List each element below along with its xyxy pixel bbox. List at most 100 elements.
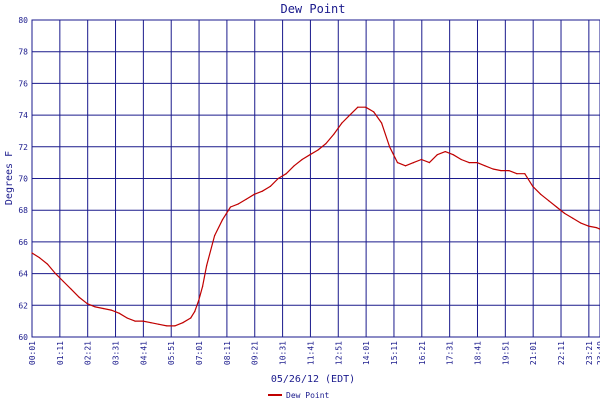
data-point-34 [285, 173, 287, 175]
x-tick-label-14: 16:21 [418, 341, 427, 365]
data-point-21 [194, 311, 196, 313]
data-point-33 [277, 177, 279, 180]
x-tick-label-17: 19:51 [501, 341, 510, 365]
data-point-22 [198, 299, 200, 302]
x-tick-label-19: 22:11 [557, 341, 566, 365]
y-tick-label-74: 74 [18, 111, 28, 120]
data-point-47 [389, 146, 391, 148]
data-point-3 [54, 273, 57, 275]
y-tick-label-62: 62 [18, 301, 28, 310]
data-point-66 [540, 193, 542, 195]
x-tick-label-11: 12:51 [334, 341, 343, 365]
data-point-55 [452, 154, 454, 156]
data-point-30 [253, 193, 255, 195]
data-point-25 [214, 235, 216, 237]
data-point-15 [150, 322, 152, 324]
y-tick-label-64: 64 [18, 270, 28, 279]
data-point-39 [325, 143, 327, 145]
x-tick-label-15: 17:31 [446, 341, 455, 365]
data-point-59 [484, 165, 486, 167]
data-point-54 [444, 151, 446, 153]
x-tick-label-20: 23:21 [585, 341, 594, 365]
data-point-23 [202, 285, 204, 287]
data-point-50 [412, 162, 415, 164]
data-point-70 [572, 217, 574, 219]
y-tick-labels: 60 62 64 66 68 70 72 74 76 78 80 [18, 16, 28, 342]
x-tick-labels: 00:01 01:11 02:21 03:31 04:41 05:51 07:01 08:11… [28, 341, 600, 365]
data-point-56 [460, 158, 462, 161]
data-point-2 [46, 263, 49, 265]
data-point-65 [532, 185, 534, 187]
data-point-28 [237, 203, 239, 205]
data-point-57 [468, 162, 470, 164]
y-tick-label-76: 76 [18, 79, 28, 88]
x-tick-label-18: 21:01 [529, 341, 538, 365]
data-point-72 [587, 225, 590, 227]
y-tick-label-70: 70 [18, 175, 28, 184]
data-point-24 [206, 265, 208, 267]
data-point-31 [261, 190, 263, 192]
data-point-8 [94, 306, 96, 308]
data-point-18 [174, 325, 176, 327]
series-layer [31, 106, 600, 327]
data-point-52 [428, 162, 430, 164]
x-tick-label-13: 15:11 [390, 341, 399, 365]
data-point-51 [420, 158, 422, 161]
x-tick-label-21: 23:49 [596, 341, 600, 365]
data-point-42 [349, 114, 351, 116]
data-point-48 [396, 162, 399, 164]
y-tick-label-78: 78 [18, 48, 28, 57]
data-point-41 [341, 122, 343, 124]
data-point-4 [62, 280, 64, 283]
x-tick-label-7: 08:11 [223, 341, 232, 365]
data-point-27 [229, 206, 232, 208]
y-tick-label-72: 72 [18, 143, 28, 152]
data-point-36 [301, 158, 303, 161]
data-point-13 [134, 320, 136, 322]
data-point-6 [78, 296, 80, 298]
data-point-64 [524, 173, 526, 175]
data-point-73 [595, 227, 598, 229]
y-tick-label-66: 66 [18, 238, 28, 247]
data-point-63 [516, 173, 518, 175]
data-point-37 [309, 154, 311, 156]
data-point-45 [373, 111, 375, 113]
data-point-58 [476, 162, 478, 164]
x-tick-label-1: 01:11 [56, 341, 65, 365]
x-tick-label-3: 03:31 [112, 341, 121, 365]
data-point-20 [190, 317, 192, 319]
chart-title: Dew Point [280, 2, 345, 16]
x-tick-label-8: 09:21 [251, 341, 260, 365]
data-point-69 [564, 212, 566, 214]
data-point-1 [39, 257, 41, 259]
data-point-17 [166, 325, 168, 327]
x-tick-label-5: 05:51 [167, 341, 176, 365]
y-tick-label-60: 60 [18, 333, 28, 342]
y-axis-label: Degrees F [4, 151, 15, 205]
x-tick-label-10: 11:41 [306, 341, 315, 365]
data-point-14 [142, 320, 144, 322]
x-tick-label-0: 00:01 [28, 341, 37, 365]
x-tick-label-12: 14:01 [362, 341, 371, 365]
data-point-46 [381, 122, 383, 124]
y-tick-label-80: 80 [18, 16, 28, 25]
x-tick-label-2: 02:21 [84, 341, 93, 365]
x-tick-label-16: 18:41 [473, 341, 482, 365]
data-point-26 [221, 219, 224, 221]
data-point-12 [126, 317, 128, 319]
x-tick-label-4: 04:41 [139, 341, 148, 365]
data-point-43 [357, 106, 359, 108]
legend-label-dew-point: Dew Point [286, 391, 330, 400]
data-point-16 [158, 323, 160, 325]
y-tick-label-68: 68 [18, 206, 28, 215]
data-point-9 [102, 307, 104, 310]
data-point-67 [548, 200, 550, 202]
data-point-53 [436, 154, 438, 156]
data-point-38 [317, 149, 319, 151]
data-point-71 [579, 222, 582, 224]
data-point-49 [404, 165, 407, 167]
data-point-32 [269, 185, 271, 187]
horizontal-gridlines [32, 19, 600, 338]
x-tick-label-9: 10:31 [279, 341, 288, 365]
